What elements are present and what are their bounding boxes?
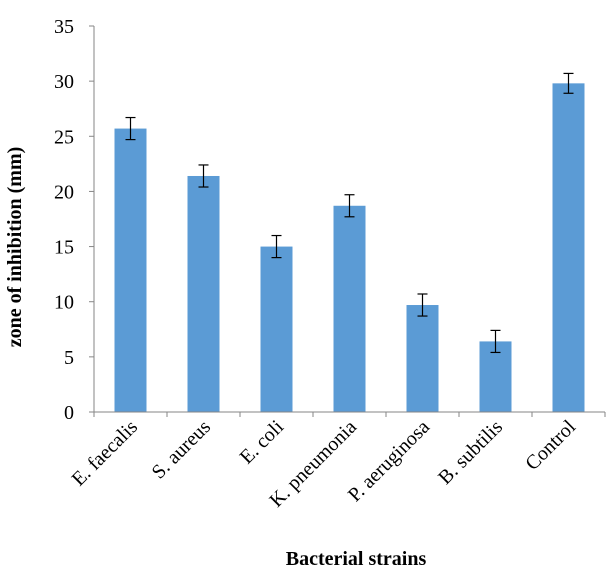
- bar: [552, 83, 585, 412]
- x-tick-label: B. subtilis: [434, 416, 507, 489]
- bar: [479, 341, 512, 412]
- y-axis: 0 5 10 15 20 25 30 35: [54, 16, 95, 424]
- error-bar: [271, 234, 282, 259]
- x-tick-label: E. coli: [236, 416, 289, 469]
- bar: [333, 205, 366, 412]
- error-bar: [417, 293, 428, 317]
- bars-group: [114, 83, 585, 412]
- bar: [114, 128, 147, 412]
- error-bar: [563, 72, 574, 94]
- y-tick-label: 35: [54, 16, 74, 38]
- bar: [406, 305, 439, 412]
- y-tick-label: 20: [54, 181, 74, 203]
- y-tick-label: 30: [54, 71, 74, 93]
- y-tick-label: 5: [64, 347, 74, 369]
- y-tick-label: 10: [54, 292, 74, 314]
- error-bar: [344, 194, 355, 218]
- error-bar: [198, 164, 209, 188]
- x-tick-label: Control: [521, 416, 580, 475]
- bar: [187, 175, 220, 412]
- bar: [260, 246, 293, 412]
- x-tick-label: S. aureus: [148, 416, 216, 484]
- error-bar: [490, 329, 501, 354]
- y-tick-label: 15: [54, 237, 74, 259]
- error-bars-group: [125, 72, 574, 354]
- y-tick-label: 0: [64, 402, 74, 424]
- x-axis-title: Bacterial strains: [286, 548, 427, 570]
- y-tick-label: 25: [54, 126, 74, 148]
- error-bar: [125, 116, 136, 141]
- x-tick-label: E. faecalis: [68, 416, 143, 491]
- y-axis-title: zone of inhibition (mm): [4, 147, 26, 348]
